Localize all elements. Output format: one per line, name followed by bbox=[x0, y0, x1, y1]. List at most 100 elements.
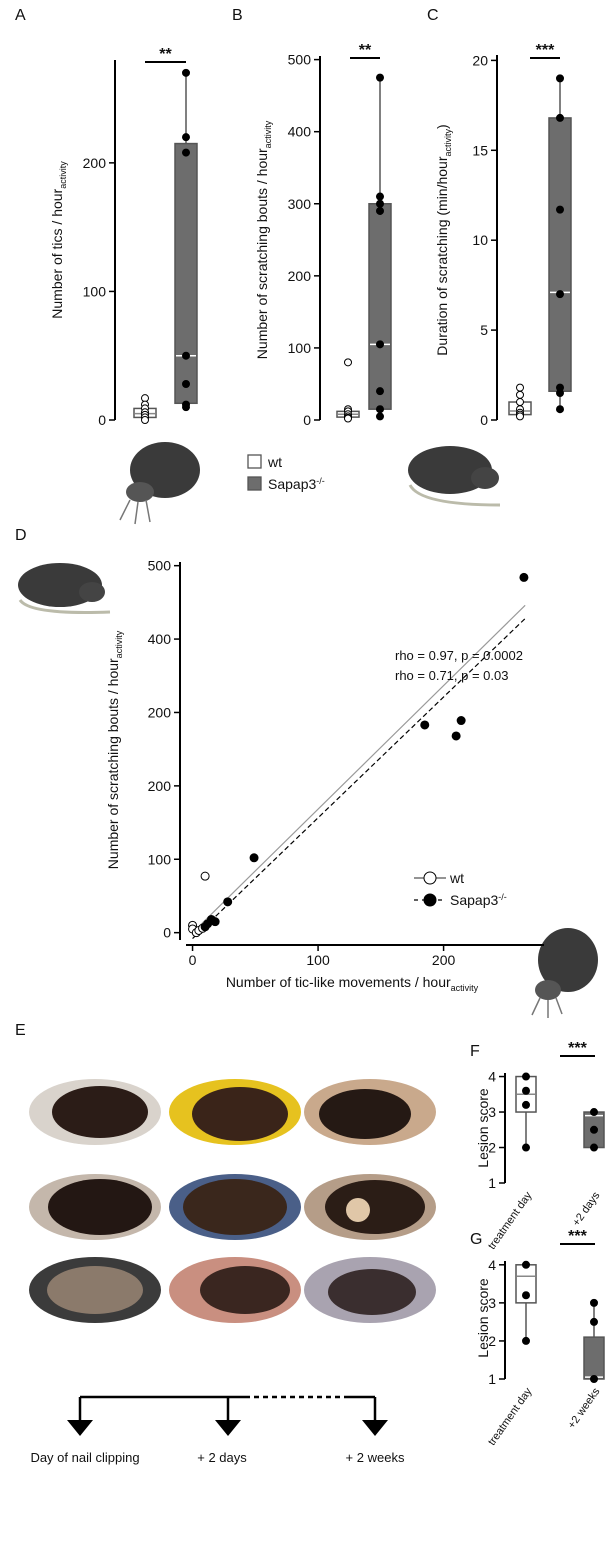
photo-grid bbox=[29, 1079, 436, 1323]
y-tick-label: 4 bbox=[488, 1257, 496, 1273]
legend-label: Sapap3-/- bbox=[450, 892, 507, 908]
y-tick-label: 10 bbox=[472, 232, 488, 248]
fit-line bbox=[192, 618, 526, 939]
y-tick-label: 4 bbox=[488, 1069, 496, 1085]
y-tick-label: 2 bbox=[488, 1140, 496, 1156]
legend-label: wt bbox=[449, 870, 464, 886]
y-tick-label: 400 bbox=[148, 631, 172, 647]
data-point bbox=[522, 1100, 530, 1109]
annotation: rho = 0.97, p = 0.0002 bbox=[395, 648, 523, 663]
data-point bbox=[182, 351, 190, 360]
x-tick-label: 100 bbox=[306, 952, 330, 968]
data-point bbox=[516, 398, 524, 407]
panel-label: D bbox=[15, 527, 27, 544]
mouse-icon bbox=[531, 928, 598, 1018]
data-point bbox=[182, 403, 190, 412]
legend-swatch bbox=[247, 454, 262, 469]
y-tick-label: 400 bbox=[288, 124, 312, 140]
data-point bbox=[344, 414, 352, 423]
significance: ** bbox=[159, 46, 172, 63]
y-axis-label: Duration of scratching (min/houractivity… bbox=[434, 124, 453, 355]
x-tick-label: +2 days bbox=[570, 1189, 602, 1228]
x-axis-label-text: Number of tic-like movements / hour bbox=[226, 974, 451, 990]
data-point bbox=[590, 1125, 598, 1134]
panel-label: E bbox=[15, 1022, 26, 1039]
data-point bbox=[456, 716, 466, 726]
data-point bbox=[223, 897, 233, 907]
x-tick-label: treatment day bbox=[486, 1385, 535, 1447]
y-axis-label: Number of scratching bouts / houractivit… bbox=[254, 120, 273, 359]
y-axis-label: Number of tics / houractivity bbox=[49, 161, 68, 319]
timepoint-label: + 2 days bbox=[197, 1450, 247, 1465]
panel-label: B bbox=[232, 7, 243, 24]
y-axis-label-text: Number of scratching bouts / hour bbox=[105, 658, 121, 869]
legend-name: wt bbox=[267, 454, 282, 470]
y-tick-label: 500 bbox=[148, 558, 172, 574]
data-point bbox=[182, 68, 190, 77]
x-tick-label: 200 bbox=[432, 952, 456, 968]
x-axis-label: Number of tic-like movements / houractiv… bbox=[226, 974, 479, 993]
y-tick-label: 15 bbox=[472, 142, 488, 158]
data-point bbox=[376, 73, 384, 82]
legend-name: Sapap3 bbox=[268, 476, 316, 492]
data-point bbox=[182, 148, 190, 157]
y-tick-label: 200 bbox=[83, 155, 107, 171]
y-tick-label: 100 bbox=[83, 283, 107, 299]
label-subscript: activity bbox=[263, 120, 273, 148]
data-point bbox=[590, 1375, 598, 1383]
mouse-icon bbox=[408, 446, 501, 507]
legend-marker bbox=[423, 893, 437, 907]
box bbox=[174, 142, 198, 405]
data-point bbox=[210, 917, 220, 927]
data-point bbox=[522, 1336, 530, 1345]
data-point bbox=[141, 416, 149, 424]
data-point bbox=[200, 922, 210, 932]
y-tick-label: 300 bbox=[288, 196, 312, 212]
y-tick-label: 0 bbox=[98, 412, 106, 428]
y-tick-label: 1 bbox=[488, 1371, 496, 1387]
x-tick-label: +2 weeks bbox=[566, 1385, 603, 1431]
data-point bbox=[420, 720, 430, 730]
y-tick-label: 0 bbox=[163, 925, 171, 941]
data-point bbox=[376, 387, 384, 396]
y-tick-label: 0 bbox=[303, 412, 311, 428]
y-axis-label-text: Lesion score bbox=[475, 1278, 491, 1358]
significance: *** bbox=[568, 1040, 587, 1057]
data-point bbox=[200, 871, 210, 881]
y-tick-label: 2 bbox=[488, 1333, 496, 1349]
y-axis-label-text: Lesion score bbox=[475, 1088, 491, 1168]
y-tick-label: 500 bbox=[288, 52, 312, 68]
data-point bbox=[590, 1143, 598, 1152]
data-point bbox=[451, 731, 461, 741]
significance: *** bbox=[568, 1228, 587, 1245]
timepoint-label: + 2 weeks bbox=[346, 1450, 405, 1465]
mouse-icon bbox=[18, 563, 111, 614]
data-point bbox=[522, 1143, 530, 1152]
data-point bbox=[556, 405, 564, 414]
x-tick-label: treatment day bbox=[486, 1189, 535, 1251]
legend-marker bbox=[423, 871, 437, 885]
label-subscript: activity bbox=[58, 161, 68, 189]
data-point bbox=[249, 853, 259, 863]
mouse-icon bbox=[119, 442, 200, 525]
panel-label: G bbox=[470, 1231, 482, 1248]
legend-sup: -/- bbox=[498, 892, 507, 902]
y-tick-label: 3 bbox=[488, 1295, 496, 1311]
box bbox=[548, 117, 572, 392]
data-point bbox=[556, 113, 564, 122]
y-axis-label: Lesion score bbox=[475, 1278, 491, 1358]
annotation: rho = 0.71, p = 0.03 bbox=[395, 668, 508, 683]
legend-label: Sapap3-/- bbox=[268, 476, 325, 492]
y-tick-label: 100 bbox=[148, 851, 172, 867]
data-point bbox=[522, 1072, 530, 1081]
data-point bbox=[590, 1317, 598, 1326]
data-point bbox=[182, 380, 190, 388]
y-tick-label: 100 bbox=[288, 340, 312, 356]
data-point bbox=[556, 205, 564, 214]
legend-label: wt bbox=[267, 454, 282, 470]
data-point bbox=[522, 1291, 530, 1300]
box bbox=[583, 1336, 605, 1380]
data-point bbox=[516, 390, 524, 399]
timeline bbox=[67, 1395, 388, 1436]
